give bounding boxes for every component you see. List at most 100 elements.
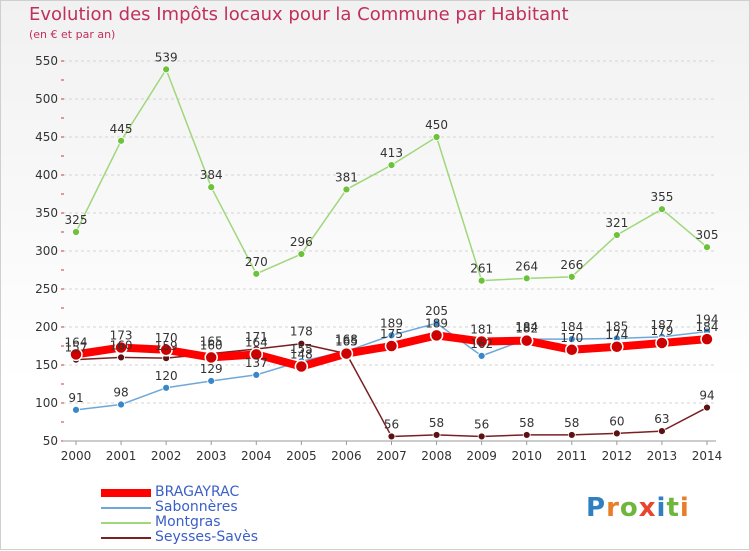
- data-label: 325: [65, 213, 88, 227]
- data-label: 184: [515, 320, 538, 334]
- data-label: 94: [699, 389, 714, 403]
- y-tick-label: 100: [35, 396, 58, 410]
- logo-letter: i: [679, 493, 690, 523]
- data-label: 165: [335, 335, 358, 349]
- data-label: 58: [564, 416, 579, 430]
- data-point: [384, 339, 399, 353]
- data-label: 137: [245, 356, 268, 370]
- data-label: 187: [650, 318, 673, 332]
- data-label: 148: [290, 348, 313, 362]
- data-point: [207, 183, 216, 192]
- data-label: 165: [200, 335, 223, 349]
- x-tick-label: 2004: [241, 449, 272, 463]
- data-label: 157: [65, 341, 88, 355]
- data-point: [432, 319, 441, 328]
- data-label: 173: [110, 329, 133, 343]
- x-tick-label: 2002: [151, 449, 182, 463]
- legend-item: Seysses-Savès: [101, 530, 258, 545]
- data-point: [477, 351, 486, 360]
- data-point: [700, 332, 714, 346]
- data-point: [567, 431, 576, 439]
- data-label: 189: [380, 316, 403, 330]
- data-label: 168: [335, 332, 358, 346]
- data-point: [252, 370, 261, 379]
- x-tick-label: 2008: [421, 449, 452, 463]
- data-label: 165: [335, 335, 358, 349]
- data-point: [117, 136, 125, 145]
- data-label: 60: [609, 414, 624, 428]
- y-tick-label: 50: [43, 434, 58, 448]
- data-label: 58: [519, 416, 534, 430]
- data-point: [432, 431, 441, 439]
- data-label: 98: [113, 386, 128, 400]
- data-label: 413: [380, 146, 403, 160]
- chart-subtitle: (en € et par an): [29, 28, 116, 41]
- data-point: [477, 432, 486, 441]
- data-label: 194: [696, 313, 719, 327]
- y-tick-label: 500: [35, 92, 58, 106]
- data-label: 160: [110, 338, 133, 352]
- data-label: 384: [200, 168, 223, 182]
- data-label: 56: [474, 417, 489, 431]
- legend-swatch: [101, 521, 151, 524]
- data-point: [565, 343, 579, 357]
- y-tick-label: 250: [35, 282, 58, 296]
- chart-title: Evolution des Impôts locaux pour la Comm…: [29, 4, 569, 25]
- data-label: 155: [290, 342, 313, 356]
- legend-swatch: [101, 488, 151, 497]
- data-point: [432, 133, 441, 141]
- x-tick-label: 2014: [692, 449, 723, 463]
- data-point: [612, 231, 621, 239]
- data-point: [703, 243, 711, 252]
- data-point: [249, 347, 264, 362]
- data-point: [294, 359, 309, 374]
- data-label: 179: [650, 324, 673, 338]
- legend-swatch: [101, 506, 151, 509]
- logo-letter: i: [656, 493, 667, 523]
- data-point: [612, 429, 621, 438]
- y-tick-label: 550: [35, 54, 58, 68]
- x-tick-label: 2000: [61, 449, 92, 463]
- data-label: 321: [605, 216, 628, 230]
- data-label: 160: [200, 338, 223, 352]
- data-point: [387, 331, 396, 340]
- data-point: [655, 336, 669, 350]
- data-label: 120: [155, 369, 178, 383]
- data-label: 159: [155, 339, 178, 353]
- x-tick-label: 2013: [647, 449, 678, 463]
- y-tick-label: 450: [35, 130, 58, 144]
- data-label: 63: [654, 412, 669, 426]
- data-point: [474, 334, 489, 349]
- data-point: [522, 274, 531, 283]
- data-label: 58: [429, 416, 444, 430]
- data-label: 189: [425, 316, 448, 330]
- data-point: [522, 431, 531, 439]
- data-label: 164: [245, 335, 268, 349]
- data-label: 184: [696, 320, 719, 334]
- data-point: [162, 383, 171, 392]
- data-label: 185: [605, 319, 628, 333]
- data-label: 450: [425, 118, 448, 132]
- logo-letter: o: [619, 493, 639, 523]
- x-tick-label: 2011: [557, 449, 588, 463]
- x-tick-label: 2001: [106, 449, 137, 463]
- y-tick-label: 150: [35, 358, 58, 372]
- data-point: [339, 346, 354, 361]
- data-point: [387, 161, 396, 170]
- data-point: [204, 350, 218, 365]
- data-point: [162, 65, 171, 74]
- data-label: 162: [470, 337, 493, 351]
- data-label: 129: [200, 362, 223, 376]
- legend-label: Sabonnères: [155, 499, 238, 515]
- data-point: [297, 339, 306, 348]
- logo-letter: r: [606, 493, 620, 523]
- data-point: [387, 432, 396, 441]
- data-point: [117, 400, 125, 409]
- legend-item: BRAGAYRAC: [101, 485, 258, 500]
- x-tick-label: 2003: [196, 449, 227, 463]
- data-point: [72, 228, 80, 236]
- data-label: 184: [560, 320, 583, 334]
- logo-letter: P: [586, 493, 607, 523]
- legend-swatch: [101, 536, 151, 539]
